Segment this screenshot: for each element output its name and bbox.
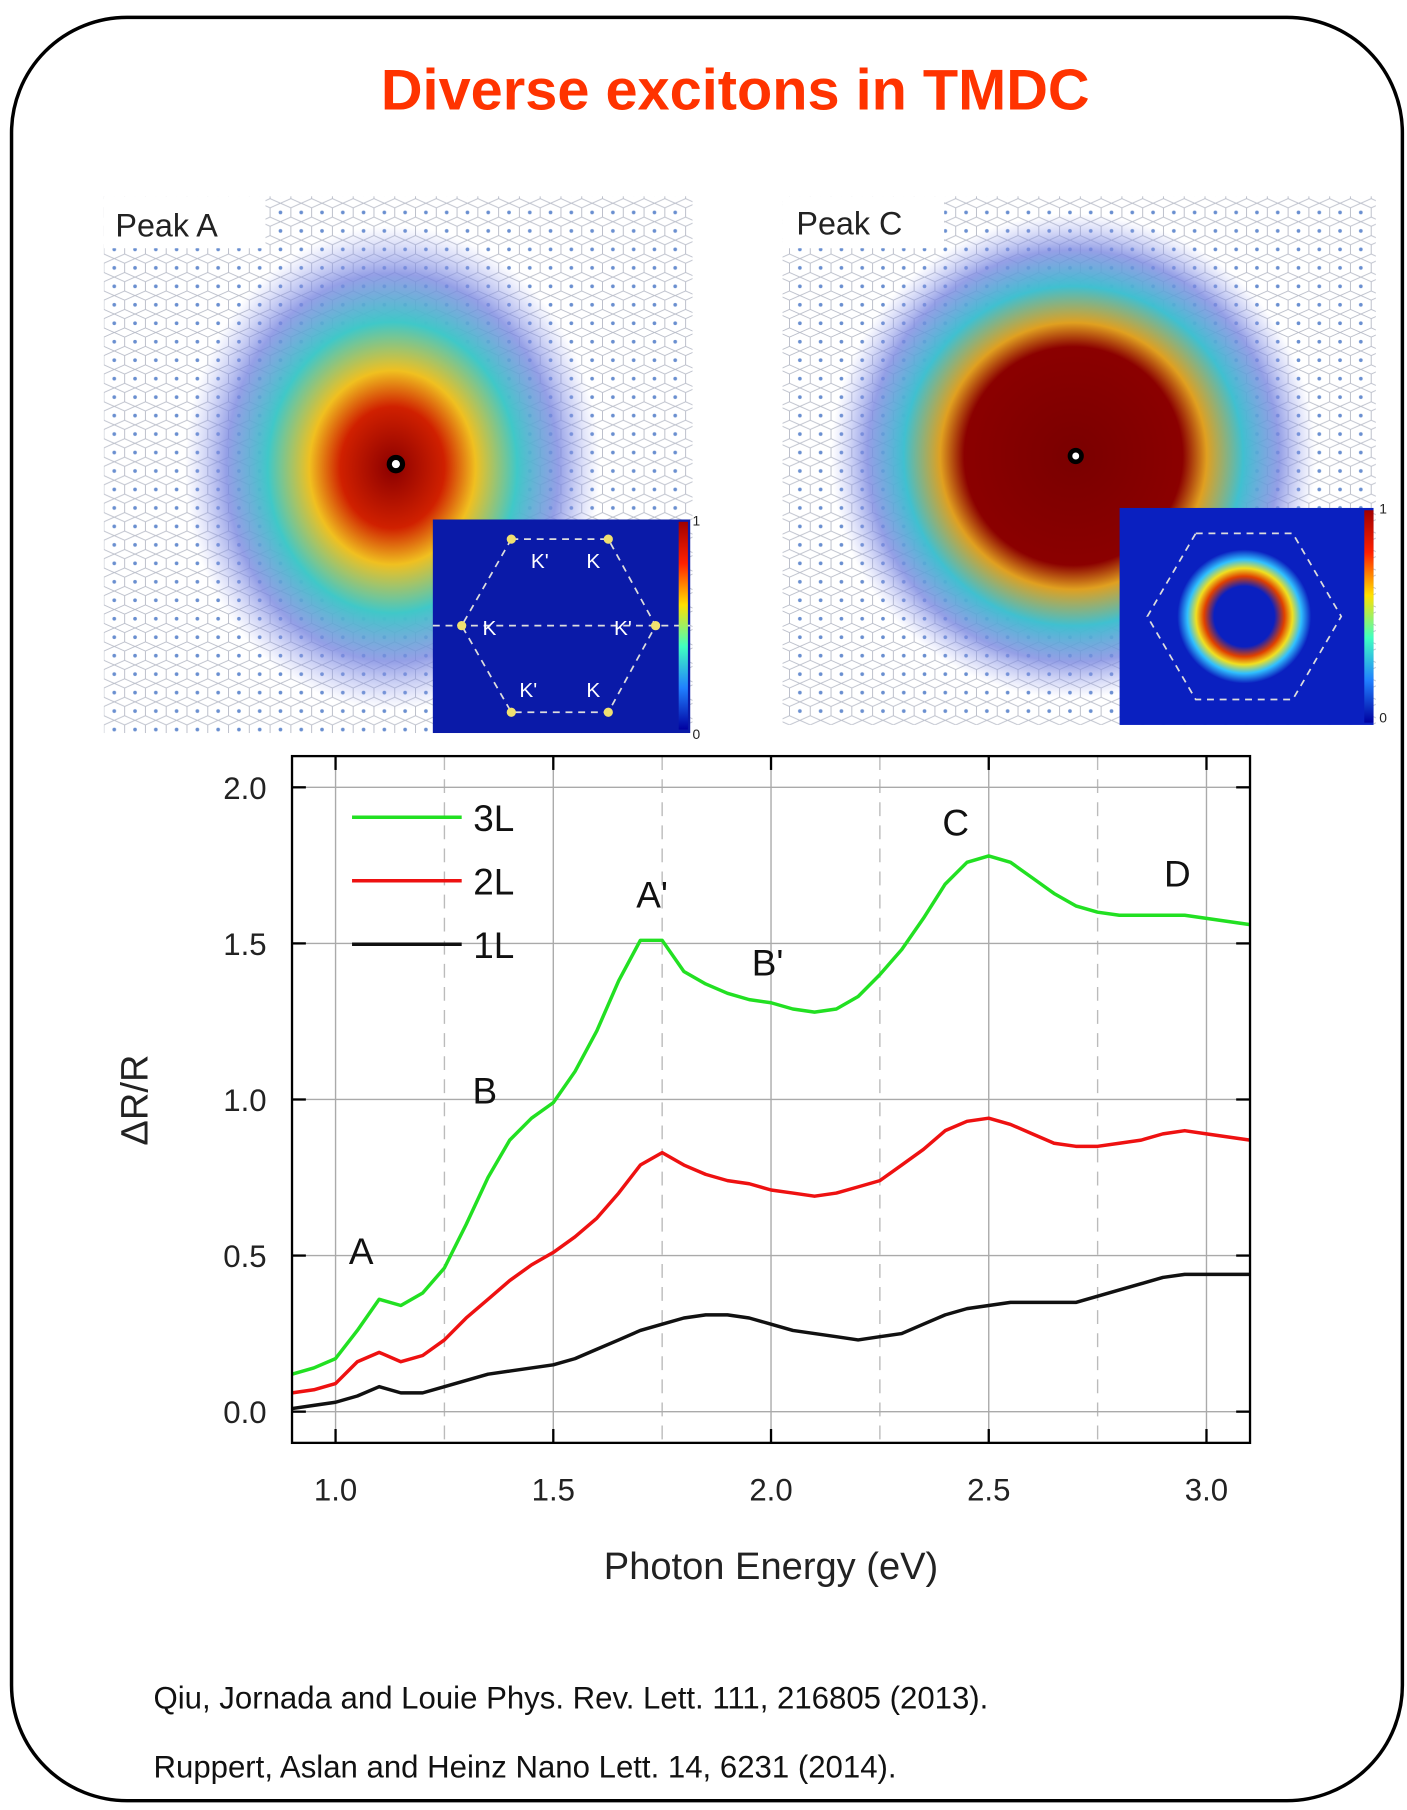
annotation: A' [636,874,668,915]
data-line [291,1272,1251,1411]
y-tick-label: 1.0 [223,1083,266,1118]
y-tick-label: 1.5 [223,927,266,962]
plot-frame [290,754,1252,1445]
legend-label: 2L [473,862,514,903]
data-line [291,854,1251,1376]
colorbar-label: 0 [693,726,701,742]
slide-title: Diverse excitons in TMDC [381,59,1090,123]
reference: Qiu, Jornada and Louie Phys. Rev. Lett. … [154,1680,989,1715]
image-panel: Peak C 1 0 [782,196,1387,726]
x-tick-label: 2.5 [967,1473,1010,1508]
legend-label: 1L [473,925,514,966]
annotation: D [1164,854,1191,895]
annotation: C [942,803,969,844]
inset-label: K [586,550,600,573]
annotation: B' [752,942,784,983]
y-tick-label: 2.0 [223,771,266,806]
inset-label: K' [614,617,632,640]
x-tick-label: 2.0 [749,1473,792,1508]
y-axis-label: ΔR/R [115,1055,157,1146]
y-tick-label: 0.0 [223,1395,266,1430]
colorbar-label: 0 [1379,710,1387,726]
reference: Ruppert, Aslan and Heinz Nano Lett. 14, … [154,1750,897,1785]
annotation: B [472,1071,497,1112]
image-panel: Peak A K' K K K' K' K 1 0 [103,196,701,742]
annotation: A [349,1231,374,1272]
x-tick-label: 1.5 [532,1473,575,1508]
panel-label: Peak A [115,208,218,244]
x-axis-label: Photon Energy (eV) [604,1546,938,1588]
panel-label: Peak C [796,205,902,241]
inset-label: K' [531,550,549,573]
chart: 1.0 1.5 2.0 2.5 3.0 0.0 0.5 1.0 1.5 2.0 3L 2L 1L A B A'… [115,754,1252,1588]
inset-label: K [482,617,496,640]
colorbar-label: 1 [693,512,701,528]
data-line [291,1116,1251,1395]
colorbar-label: 1 [1379,501,1387,517]
x-tick-label: 1.0 [314,1473,357,1508]
y-tick-label: 0.5 [223,1239,266,1274]
legend-label: 3L [473,798,514,839]
x-tick-label: 3.0 [1185,1473,1228,1508]
inset-label: K' [519,679,537,702]
inset-label: K [586,679,600,702]
